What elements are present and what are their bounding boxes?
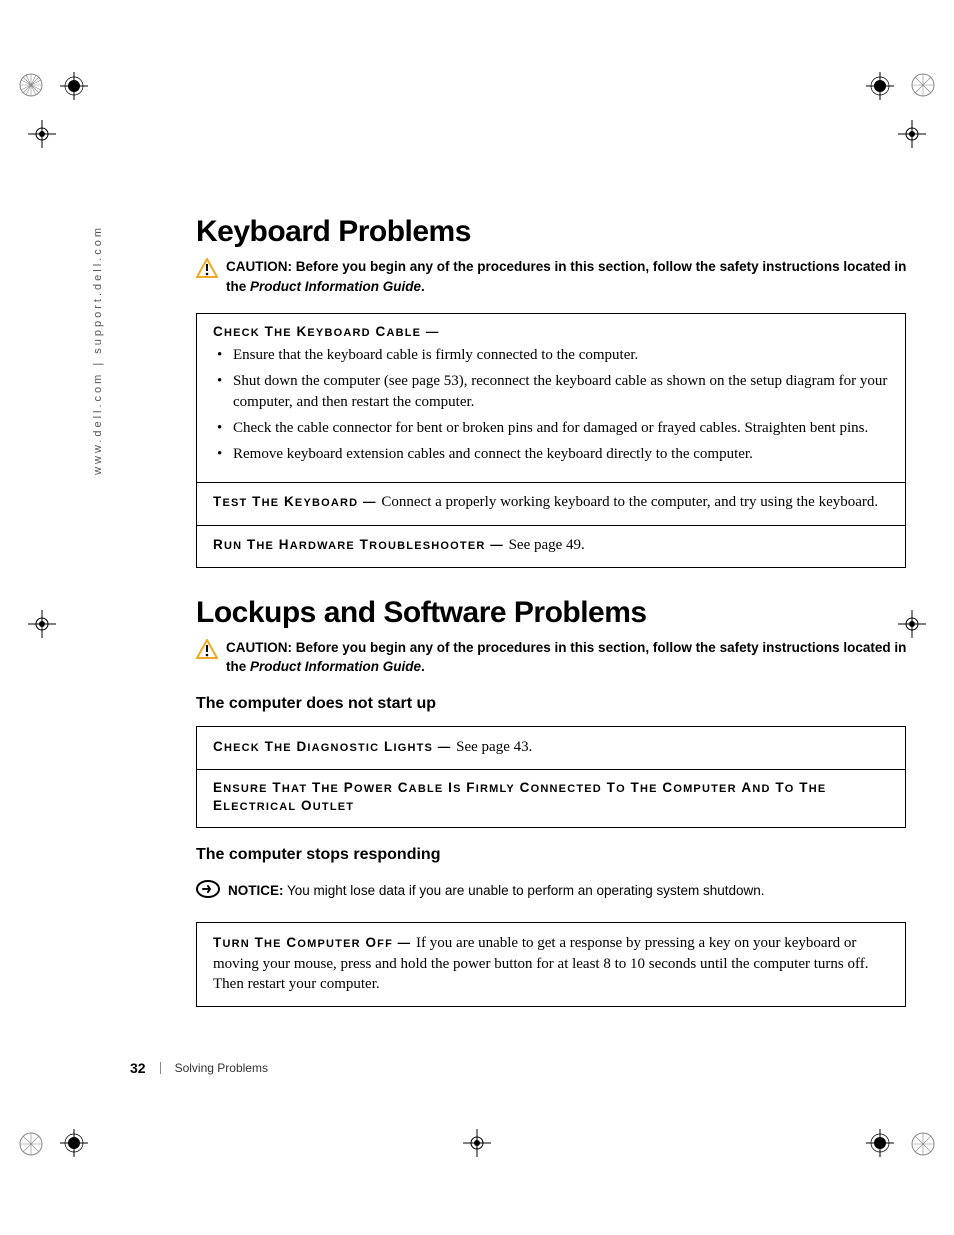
crop-mark-icon (866, 72, 894, 100)
list-item: Shut down the computer (see page 53), re… (217, 371, 889, 412)
notice-block: NOTICE: You might lose data if you are u… (196, 878, 916, 904)
caution-text: CAUTION: Before you begin any of the pro… (226, 638, 916, 677)
caution-text: CAUTION: Before you begin any of the pro… (226, 257, 916, 296)
instruction-box: RUN THE HARDWARE TROUBLESHOOTER — See pa… (196, 525, 906, 568)
footer-divider-icon (160, 1062, 161, 1074)
crop-mark-icon (18, 72, 44, 98)
heading-lockups: Lockups and Software Problems (196, 596, 916, 630)
crop-mark-icon (910, 72, 936, 98)
box-heading: CHECK THE KEYBOARD CABLE — (213, 324, 889, 339)
crop-mark-icon (60, 72, 88, 100)
instruction-box: ENSURE THAT THE POWER CABLE IS FIRMLY CO… (196, 769, 906, 828)
content-area: Keyboard Problems CAUTION: Before you be… (196, 215, 916, 1007)
crop-mark-icon (60, 1129, 88, 1157)
box-heading: RUN THE HARDWARE TROUBLESHOOTER — (213, 538, 509, 552)
crop-mark-icon (898, 120, 926, 148)
crop-mark-icon (866, 1129, 894, 1157)
section-name: Solving Problems (175, 1061, 268, 1075)
instruction-box: TEST THE KEYBOARD — Connect a properly w… (196, 482, 906, 525)
list-item: Check the cable connector for bent or br… (217, 418, 889, 438)
instruction-box: TURN THE COMPUTER OFF — If you are unabl… (196, 922, 906, 1007)
crop-mark-icon (28, 120, 56, 148)
caution-block: CAUTION: Before you begin any of the pro… (196, 257, 916, 296)
page-number: 32 (130, 1060, 146, 1076)
subheading: The computer does not start up (196, 695, 916, 713)
box-heading: TEST THE KEYBOARD — (213, 495, 381, 509)
subheading: The computer stops responding (196, 846, 916, 864)
crop-mark-icon (18, 1131, 44, 1157)
sidebar-url: www.dell.com | support.dell.com (92, 0, 104, 225)
caution-icon (196, 639, 218, 664)
instruction-box: CHECK THE KEYBOARD CABLE — Ensure that t… (196, 313, 906, 483)
crop-mark-icon (463, 1129, 491, 1157)
box-body: See page 43. (456, 739, 532, 755)
instruction-box: CHECK THE DIAGNOSTIC LIGHTS — See page 4… (196, 726, 906, 770)
notice-icon (196, 879, 220, 904)
page-footer: 32 Solving Problems (130, 1060, 268, 1076)
box-heading: CHECK THE DIAGNOSTIC LIGHTS — (213, 740, 456, 754)
box-body: Connect a properly working keyboard to t… (381, 494, 878, 510)
box-body: See page 49. (509, 537, 585, 553)
crop-mark-icon (910, 1131, 936, 1157)
box-heading: ENSURE THAT THE POWER CABLE IS FIRMLY CO… (213, 781, 826, 813)
list-item: Ensure that the keyboard cable is firmly… (217, 345, 889, 365)
crop-mark-icon (28, 610, 56, 638)
manual-page: www.dell.com | support.dell.com Keyboard… (0, 0, 954, 1235)
box-heading: TURN THE COMPUTER OFF — (213, 936, 416, 950)
bullet-list: Ensure that the keyboard cable is firmly… (213, 345, 889, 464)
notice-text: NOTICE: You might lose data if you are u… (228, 878, 765, 901)
caution-block: CAUTION: Before you begin any of the pro… (196, 638, 916, 677)
heading-keyboard-problems: Keyboard Problems (196, 215, 916, 249)
caution-icon (196, 258, 218, 283)
list-item: Remove keyboard extension cables and con… (217, 444, 889, 464)
